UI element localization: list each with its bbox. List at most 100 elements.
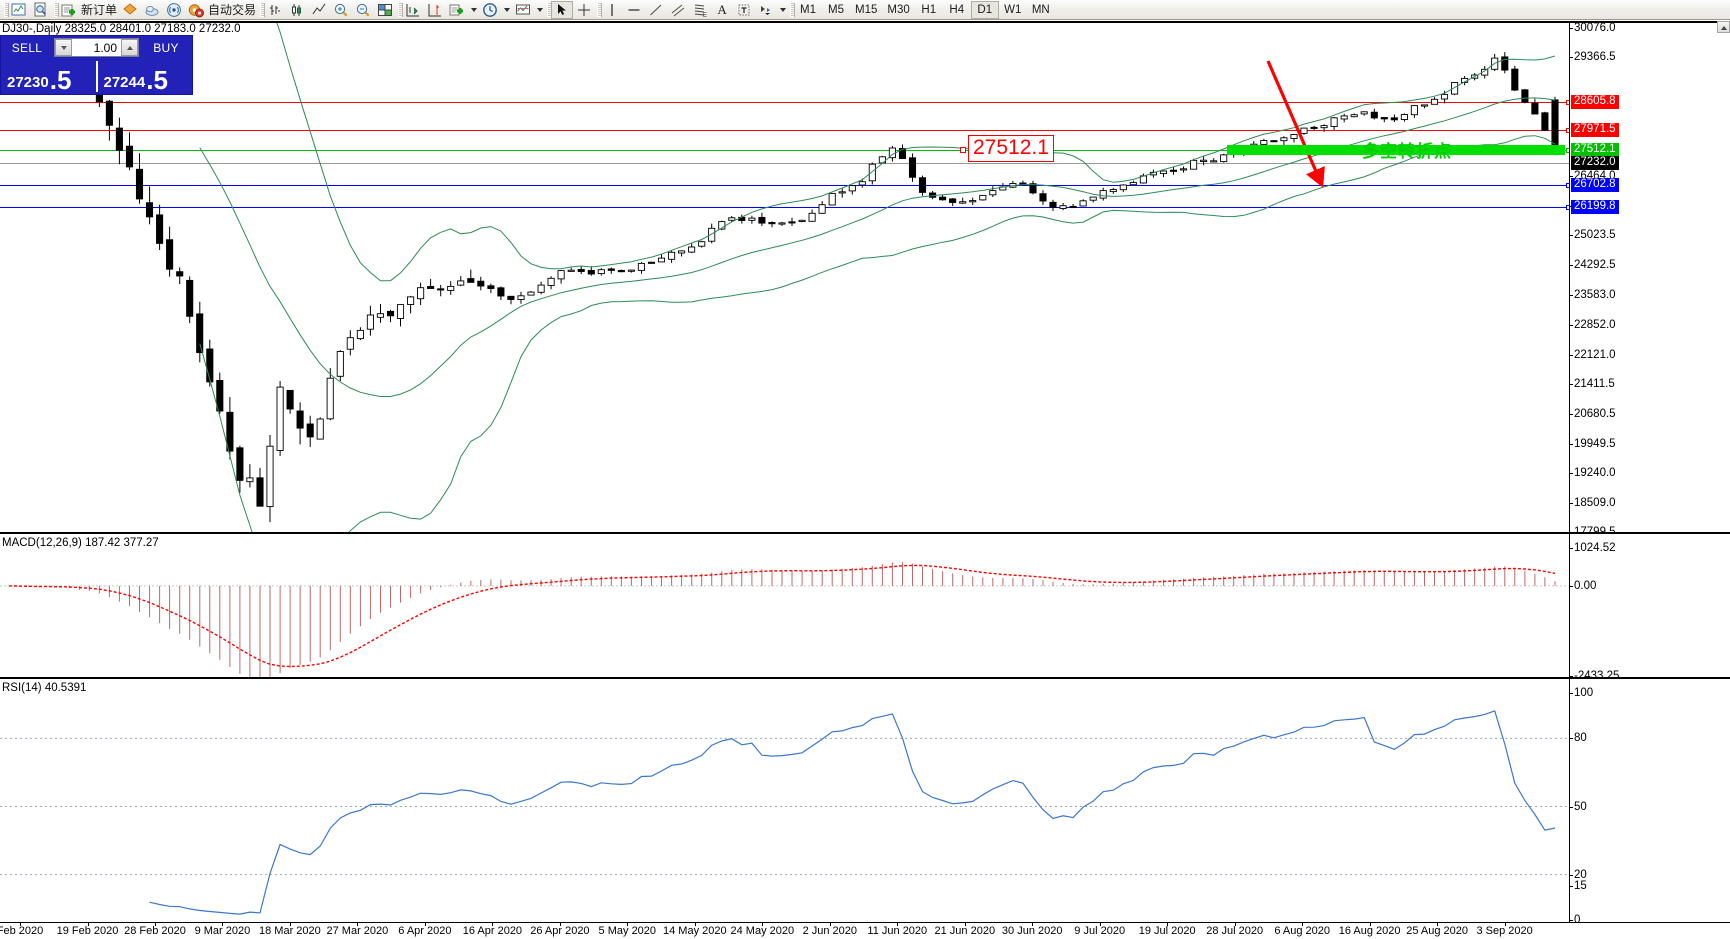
red-down-arrow[interactable] — [0, 23, 1570, 532]
level-line[interactable] — [0, 128, 1570, 133]
level-handle[interactable] — [1566, 128, 1570, 133]
fibonacci-icon[interactable]: E — [689, 1, 711, 19]
level-line[interactable] — [0, 100, 1570, 105]
period-icon[interactable] — [479, 1, 501, 19]
level-handle[interactable] — [1566, 100, 1570, 105]
auto-scroll-icon[interactable] — [402, 1, 424, 19]
templates-dropdown[interactable] — [534, 1, 545, 19]
period-dropdown[interactable] — [501, 1, 512, 19]
price-level-tag[interactable]: 27232.0 — [1571, 156, 1619, 170]
signals-icon[interactable] — [163, 1, 185, 19]
templates-icon[interactable] — [512, 1, 534, 19]
zoom-out-icon[interactable] — [352, 1, 374, 19]
arrows-dropdown[interactable] — [777, 1, 788, 19]
metaeditor-icon[interactable] — [119, 1, 141, 19]
buy-price[interactable]: 27244 .5 — [98, 59, 193, 94]
price-level-tag[interactable]: 28605.8 — [1571, 95, 1619, 109]
level-handle[interactable] — [1566, 183, 1570, 188]
date-tick-label: 16 Aug 2020 — [1338, 925, 1401, 937]
date-tick-label: 9 Jul 2020 — [1074, 925, 1126, 937]
level-handle[interactable] — [1566, 148, 1570, 153]
volume-stepper[interactable]: 1.00 — [54, 38, 139, 57]
text-icon[interactable]: A — [717, 1, 727, 17]
level-line[interactable] — [0, 163, 1570, 164]
main-price-pane[interactable]: 30076.029366.526464.025733.025023.524292… — [0, 21, 1730, 532]
horizontal-line-icon[interactable] — [623, 1, 645, 19]
macd-tick: -2433.25 — [1568, 670, 1619, 677]
level-line[interactable] — [0, 183, 1570, 188]
chinese-annotation-label[interactable]: 多空转折点 — [1362, 142, 1452, 162]
date-tick-mark — [357, 923, 359, 926]
volume-input[interactable]: 1.00 — [72, 39, 121, 56]
bar-chart-icon[interactable] — [264, 1, 286, 19]
tile-windows-icon[interactable] — [374, 1, 396, 19]
crosshair-icon[interactable] — [573, 1, 595, 19]
svg-text:E: E — [703, 13, 707, 18]
price-tick: 19240.0 — [1569, 466, 1616, 479]
timeframe-w1-button[interactable]: W1 — [1004, 3, 1022, 16]
date-tick-label: 14 May 2020 — [662, 925, 727, 937]
buy-button[interactable]: BUY — [153, 40, 179, 55]
date-tick-label: 19 Jul 2020 — [1138, 925, 1196, 937]
date-tick-label: 3 Sep 2020 — [1476, 925, 1533, 937]
timeframe-d1-button[interactable]: D1 — [970, 0, 999, 19]
profiles-icon[interactable] — [30, 1, 52, 19]
rsi-pane[interactable]: RSI(14) 40.5391 100 80 50 20 15 0 — [0, 677, 1730, 922]
vertical-line-icon[interactable] — [601, 1, 623, 19]
candlestick-chart-icon[interactable] — [286, 1, 308, 19]
macd-pane[interactable]: MACD(12,26,9) 187.42 377.27 1024.52 0.00 -… — [0, 532, 1730, 677]
indicators-dropdown[interactable] — [468, 1, 479, 19]
trendline-icon[interactable] — [645, 1, 667, 19]
date-tick-label: 9 Mar 2020 — [194, 925, 251, 937]
sell-price[interactable]: 27230 .5 — [1, 59, 96, 94]
price-level-tag[interactable]: 27971.5 — [1571, 123, 1619, 137]
arrows-icon[interactable] — [755, 1, 777, 19]
date-tick-label: 19 Feb 2020 — [56, 925, 119, 937]
chevron-down-icon — [60, 45, 67, 50]
date-axis[interactable]: Feb 2020 19 Feb 2020 28 Feb 2020 9 Mar 2020… — [0, 922, 1730, 939]
trade-panel-top-row: SELL 1.00 BUY — [1, 36, 192, 59]
text-label-icon[interactable] — [733, 1, 755, 19]
rsi-plot-area[interactable] — [0, 679, 1570, 922]
timeframe-h4-button[interactable]: H4 — [949, 3, 965, 16]
line-chart-icon[interactable] — [308, 1, 330, 19]
new-chart-icon[interactable] — [8, 1, 30, 19]
timeframe-m15-button[interactable]: M15 — [855, 3, 878, 16]
timeframe-mn-button[interactable]: MN — [1031, 3, 1050, 16]
price-level-tag[interactable]: 26702.8 — [1571, 178, 1619, 192]
price-tick: 23583.0 — [1569, 288, 1616, 301]
one-click-trading-panel[interactable]: SELL 1.00 BUY 27230 .5 27244 .5 — [0, 35, 193, 95]
auto-trading-button[interactable]: 自动交易 — [185, 1, 258, 19]
macd-scale-divider — [1569, 534, 1570, 677]
price-plot-area[interactable] — [0, 23, 1570, 532]
timeframe-m30-button[interactable]: M30 — [887, 3, 910, 16]
volume-increase-button[interactable] — [121, 39, 138, 56]
volume-decrease-button[interactable] — [55, 39, 72, 56]
date-tick-label: 28 Feb 2020 — [124, 925, 186, 937]
level-line[interactable] — [0, 205, 1570, 210]
price-annotation-label[interactable]: 27512.1 — [960, 135, 1054, 162]
green-support-zone[interactable] — [1227, 145, 1565, 155]
chart-shift-icon[interactable] — [424, 1, 446, 19]
equidistant-channel-icon[interactable] — [667, 1, 689, 19]
navigator-icon[interactable] — [141, 1, 163, 19]
timeframe-m1-button[interactable]: M1 — [800, 3, 817, 16]
level-handle[interactable] — [1566, 205, 1570, 210]
zoom-in-icon[interactable] — [330, 1, 352, 19]
trade-panel-divider — [95, 61, 98, 92]
date-tick-mark — [559, 923, 561, 926]
timeframe-h1-button[interactable]: H1 — [921, 3, 937, 16]
macd-plot-area[interactable] — [0, 534, 1570, 677]
price-level-tag[interactable]: 27512.1 — [1571, 143, 1619, 157]
toolbar-separator — [788, 2, 796, 18]
indicators-icon[interactable] — [446, 1, 468, 19]
price-scale[interactable]: 30076.029366.526464.025733.025023.524292… — [1569, 23, 1730, 532]
new-order-button[interactable]: 新订单 — [58, 1, 119, 19]
price-level-tag[interactable]: 26199.8 — [1571, 200, 1619, 214]
timeframe-m5-button[interactable]: M5 — [828, 3, 845, 16]
level-line[interactable] — [0, 148, 1570, 153]
scroll-up-button[interactable] — [1717, 21, 1730, 33]
auto-trading-button-icon — [185, 1, 207, 19]
cursor-icon[interactable] — [551, 0, 574, 19]
sell-button[interactable]: SELL — [11, 40, 43, 55]
